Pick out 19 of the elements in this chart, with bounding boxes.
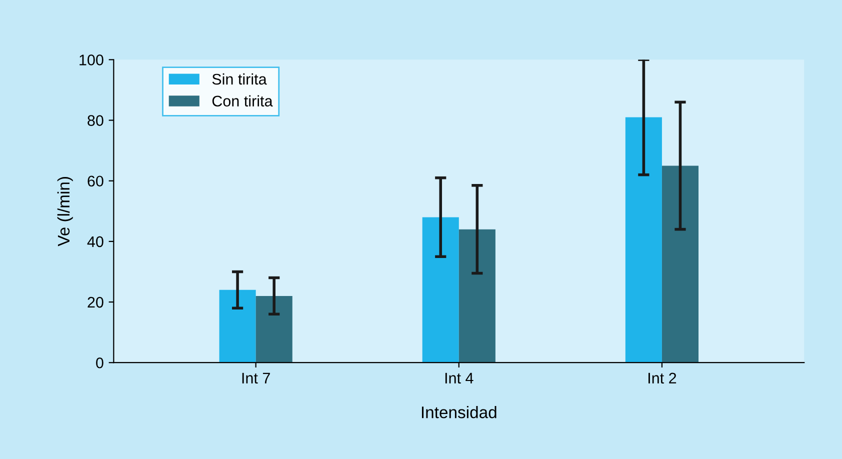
x-tick-label: Int 7: [242, 372, 270, 384]
x-tick-label: Int 2: [648, 372, 676, 384]
x-axis-title: Intensidad: [422, 406, 496, 418]
y-tick-label: 0: [96, 357, 104, 368]
y-tick-label: 80: [88, 115, 104, 126]
bar: [422, 217, 459, 363]
legend-label: Con tirita: [212, 95, 273, 107]
y-axis-title: Ve (l/min): [57, 176, 73, 246]
bar: [219, 290, 256, 363]
bar: [458, 229, 496, 363]
y-tick-label: 20: [88, 296, 104, 308]
legend-label: Sin tirita: [212, 73, 267, 85]
bar: [625, 117, 662, 363]
y-tick-label: 40: [87, 236, 104, 248]
bar: [256, 296, 292, 363]
y-tick-label: 100: [80, 54, 104, 66]
bar: [662, 166, 699, 363]
x-tick-label: Int 4: [445, 372, 474, 384]
y-tick-label: 60: [88, 176, 104, 187]
